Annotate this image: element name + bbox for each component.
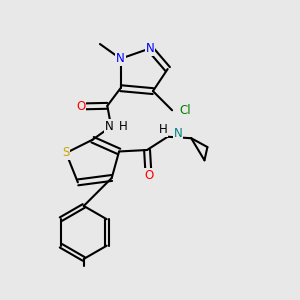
Text: Cl: Cl <box>179 104 191 117</box>
Text: O: O <box>144 169 153 182</box>
Text: N: N <box>104 120 113 133</box>
Text: H: H <box>118 120 127 133</box>
Text: S: S <box>62 146 70 159</box>
Text: H: H <box>159 123 168 136</box>
Text: N: N <box>116 52 125 65</box>
Text: N: N <box>146 42 154 55</box>
Text: N: N <box>174 127 182 140</box>
Text: O: O <box>76 100 86 113</box>
